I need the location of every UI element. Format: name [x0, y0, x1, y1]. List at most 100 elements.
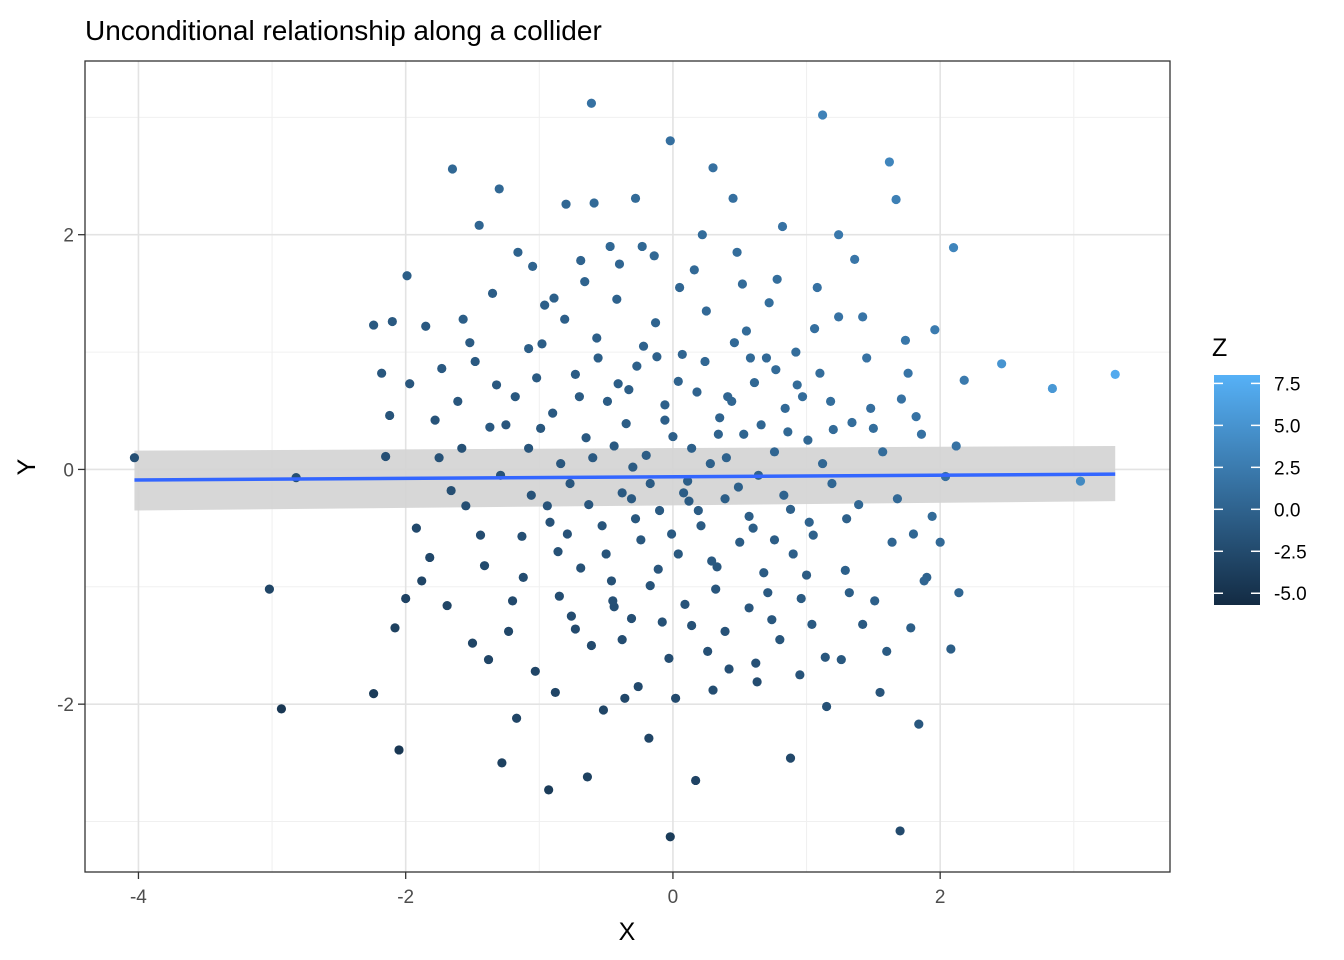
data-point [510, 392, 520, 402]
data-point [906, 623, 916, 633]
data-point [891, 194, 901, 205]
legend-ticks: 7.5 5.0 2.5 0.0 -2.5 -5.0 [1214, 374, 1307, 605]
data-point [589, 198, 599, 208]
data-point [720, 494, 730, 504]
data-point [542, 501, 552, 511]
data-point [665, 832, 675, 842]
data-point [701, 306, 711, 316]
data-point [570, 624, 580, 634]
data-point [580, 277, 590, 287]
data-point [834, 312, 844, 322]
x-tick-label: -4 [130, 887, 147, 908]
data-point [687, 620, 697, 631]
data-point [712, 562, 722, 572]
data-point [807, 619, 817, 629]
data-point [895, 826, 905, 836]
data-point [870, 596, 880, 606]
data-point [524, 343, 534, 354]
data-point [680, 599, 690, 610]
data-point [948, 243, 959, 253]
data-point [703, 646, 713, 656]
data-point [761, 353, 772, 363]
data-point [815, 368, 825, 378]
data-point [887, 537, 897, 547]
data-point [691, 775, 701, 786]
data-point [959, 375, 969, 385]
data-point [553, 546, 563, 557]
data-point [671, 693, 681, 703]
data-point [458, 314, 468, 324]
data-point [687, 443, 697, 453]
data-point [487, 288, 498, 298]
data-point [808, 530, 818, 540]
data-point [749, 377, 760, 388]
data-point [507, 596, 518, 606]
data-point [377, 368, 387, 378]
data-point [748, 523, 758, 533]
data-point [788, 549, 798, 559]
data-point [609, 441, 619, 451]
data-point [513, 247, 523, 257]
data-point [276, 704, 287, 714]
data-point [425, 552, 435, 563]
data-point [844, 588, 854, 598]
legend-title: Z [1212, 334, 1227, 362]
data-point [526, 490, 536, 500]
data-point [483, 654, 494, 665]
y-axis-title: Y [13, 458, 41, 475]
data-point [664, 653, 674, 663]
data-point [868, 423, 878, 433]
legend-tick-label: 2.5 [1274, 458, 1300, 479]
data-point [369, 689, 379, 699]
data-point [474, 220, 484, 230]
data-point [417, 576, 427, 586]
data-point [775, 635, 785, 645]
data-point [434, 453, 444, 463]
data-point [497, 758, 507, 768]
data-point [771, 365, 781, 375]
data-point [654, 505, 665, 516]
data-point [900, 335, 911, 345]
data-point [650, 318, 661, 328]
data-point [544, 785, 554, 795]
data-point [741, 326, 752, 336]
data-point [453, 396, 463, 406]
legend-tick-label: -2.5 [1274, 542, 1307, 563]
data-point [878, 447, 888, 457]
data-point [696, 521, 706, 531]
data-points [129, 98, 1120, 842]
data-point [461, 501, 471, 511]
data-point [649, 251, 659, 261]
data-point [797, 392, 808, 402]
data-point [759, 568, 769, 578]
regression-line [134, 472, 1116, 482]
legend-tick-label: 0.0 [1274, 500, 1300, 521]
data-point [597, 521, 607, 531]
data-point [756, 420, 766, 430]
data-point [465, 338, 475, 348]
data-point [612, 294, 622, 304]
data-point [677, 349, 687, 360]
x-tick-label: 2 [935, 887, 946, 908]
data-point [739, 429, 749, 439]
data-point [369, 320, 379, 330]
data-point [620, 693, 630, 703]
data-point [570, 369, 580, 379]
data-point [633, 681, 643, 692]
data-point [783, 427, 793, 437]
data-point [394, 745, 404, 755]
data-point [911, 412, 921, 422]
data-point [582, 772, 593, 782]
data-point [707, 556, 717, 566]
data-point [613, 379, 623, 389]
data-point [636, 535, 646, 545]
data-point [803, 435, 813, 445]
data-point [679, 488, 689, 498]
data-point [772, 274, 782, 284]
data-point [689, 265, 699, 275]
data-point [264, 584, 274, 594]
data-point [598, 705, 609, 715]
data-point [608, 596, 618, 606]
data-point [442, 600, 452, 611]
data-point [916, 429, 927, 439]
